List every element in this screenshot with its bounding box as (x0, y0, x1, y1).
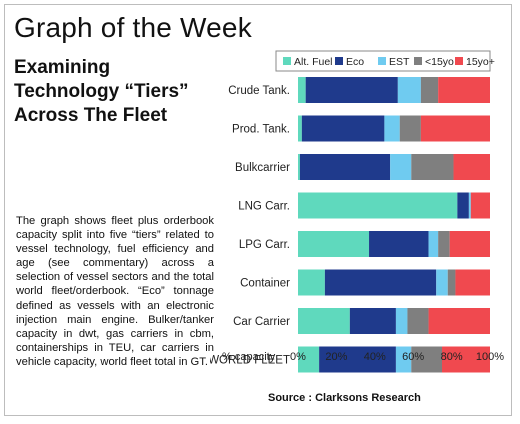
x-axis-title: % capacity (222, 351, 276, 363)
bar-segment-world-fleet-15yo (411, 346, 442, 373)
legend-label-eco: Eco (346, 56, 364, 68)
bar-segment-lpg-carr-15yo (438, 231, 450, 257)
bar-segment-world-fleet-est (395, 346, 412, 373)
legend-swatch-est (378, 57, 386, 65)
bar-segment-lng-carr-eco (457, 192, 469, 219)
commentary-text: The graph shows fleet plus orderbook cap… (16, 215, 214, 368)
source-note: Source : Clarksons Research (268, 392, 421, 404)
bar-segment-crude-tank-eco (305, 77, 398, 103)
category-label-car-carrier: Car Carrier (233, 316, 290, 328)
bar-segment-bulkcarrier-15yo (411, 154, 454, 180)
bar-segment-lpg-carr-alt-fuel (298, 231, 370, 257)
subtitle-line-1: Examining (14, 57, 111, 78)
category-label-world-fleet: WORLD FLEET (210, 355, 290, 367)
category-label-bulkcarrier: Bulkcarrier (235, 162, 290, 174)
legend-label-est: EST (389, 56, 410, 68)
bar-segment-prod-tank-eco (301, 115, 385, 142)
legend-label-15yo: 15yo+ (466, 56, 495, 68)
bar-segment-car-carrier-alt-fuel (298, 308, 350, 334)
bar-segment-lng-carr-est (468, 192, 471, 219)
category-label-lpg-carr: LPG Carr. (239, 239, 290, 251)
category-label-container: Container (240, 278, 290, 290)
subtitle-line-2: Technology “Tiers” (14, 81, 189, 102)
category-label-lng-carr: LNG Carr. (238, 201, 290, 213)
bar-segment-prod-tank-15yo (420, 115, 490, 142)
legend-swatch-eco (335, 57, 343, 65)
subtitle-line-3: Across The Fleet (14, 105, 168, 126)
category-label-prod-tank: Prod. Tank. (232, 124, 290, 136)
bar-segment-crude-tank-alt-fuel (298, 77, 306, 103)
bar-segment-car-carrier-est (395, 308, 408, 334)
x-tick-label-2: 20% (325, 351, 347, 363)
bar-segment-crude-tank-est (397, 77, 421, 103)
legend-label-15yo: <15yo (425, 56, 454, 68)
chart-legend: Alt. Fuel Eco EST <15yo 15yo+ (275, 50, 495, 72)
bar-segment-car-carrier-15yo (428, 308, 490, 334)
legend-swatch-15yo (414, 57, 422, 65)
x-tick-label-1: 0% (290, 351, 306, 363)
page-title: Graph of the Week (14, 12, 252, 43)
bar-segment-lng-carr-alt-fuel (298, 192, 458, 219)
x-tick-label-3: 40% (364, 351, 386, 363)
bar-segment-bulkcarrier-est (390, 154, 412, 180)
category-label-crude-tank: Crude Tank. (228, 85, 290, 97)
bar-segment-world-fleet-15yo (442, 346, 490, 373)
bar-segment-prod-tank-alt-fuel (298, 115, 302, 142)
bar-segment-car-carrier-15yo (407, 308, 429, 334)
bar-segment-prod-tank-15yo (399, 115, 421, 142)
bar-segment-world-fleet-alt-fuel (298, 346, 320, 373)
bar-segment-lpg-carr-eco (369, 231, 429, 257)
legend-swatch-15yo (455, 57, 463, 65)
bar-segment-crude-tank-15yo (438, 77, 490, 103)
bar-segment-car-carrier-eco (349, 308, 396, 334)
bar-segment-container-15yo (455, 269, 490, 296)
bar-segment-lpg-carr-15yo (449, 231, 490, 257)
chart-subtitle: Examining Technology “Tiers” Across The … (14, 56, 214, 128)
bar-segment-bulkcarrier-15yo (453, 154, 490, 180)
bar-segment-lng-carr-15yo (470, 192, 490, 219)
x-tick-label-5: 80% (441, 351, 463, 363)
legend-label-alt-fuel: Alt. Fuel (294, 56, 333, 68)
bar-segment-bulkcarrier-eco (299, 154, 391, 180)
bar-segment-container-eco (324, 269, 437, 296)
bar-segment-prod-tank-est (384, 115, 400, 142)
legend-swatch-alt-fuel (283, 57, 291, 65)
bar-segment-container-alt-fuel (298, 269, 325, 296)
bar-segment-container-15yo (447, 269, 456, 296)
bar-segment-world-fleet-eco (319, 346, 396, 373)
x-tick-label-4: 60% (402, 351, 424, 363)
bar-segment-lpg-carr-est (428, 231, 439, 257)
bar-segment-crude-tank-15yo (420, 77, 439, 103)
stacked-bar-chart: Alt. Fuel Eco EST <15yo 15yo+ Crude Tank. Prod… (210, 50, 504, 373)
bar-segment-bulkcarrier-alt-fuel (298, 154, 300, 180)
x-tick-label-6: 100% (476, 351, 504, 363)
bar-segment-container-est (436, 269, 448, 296)
